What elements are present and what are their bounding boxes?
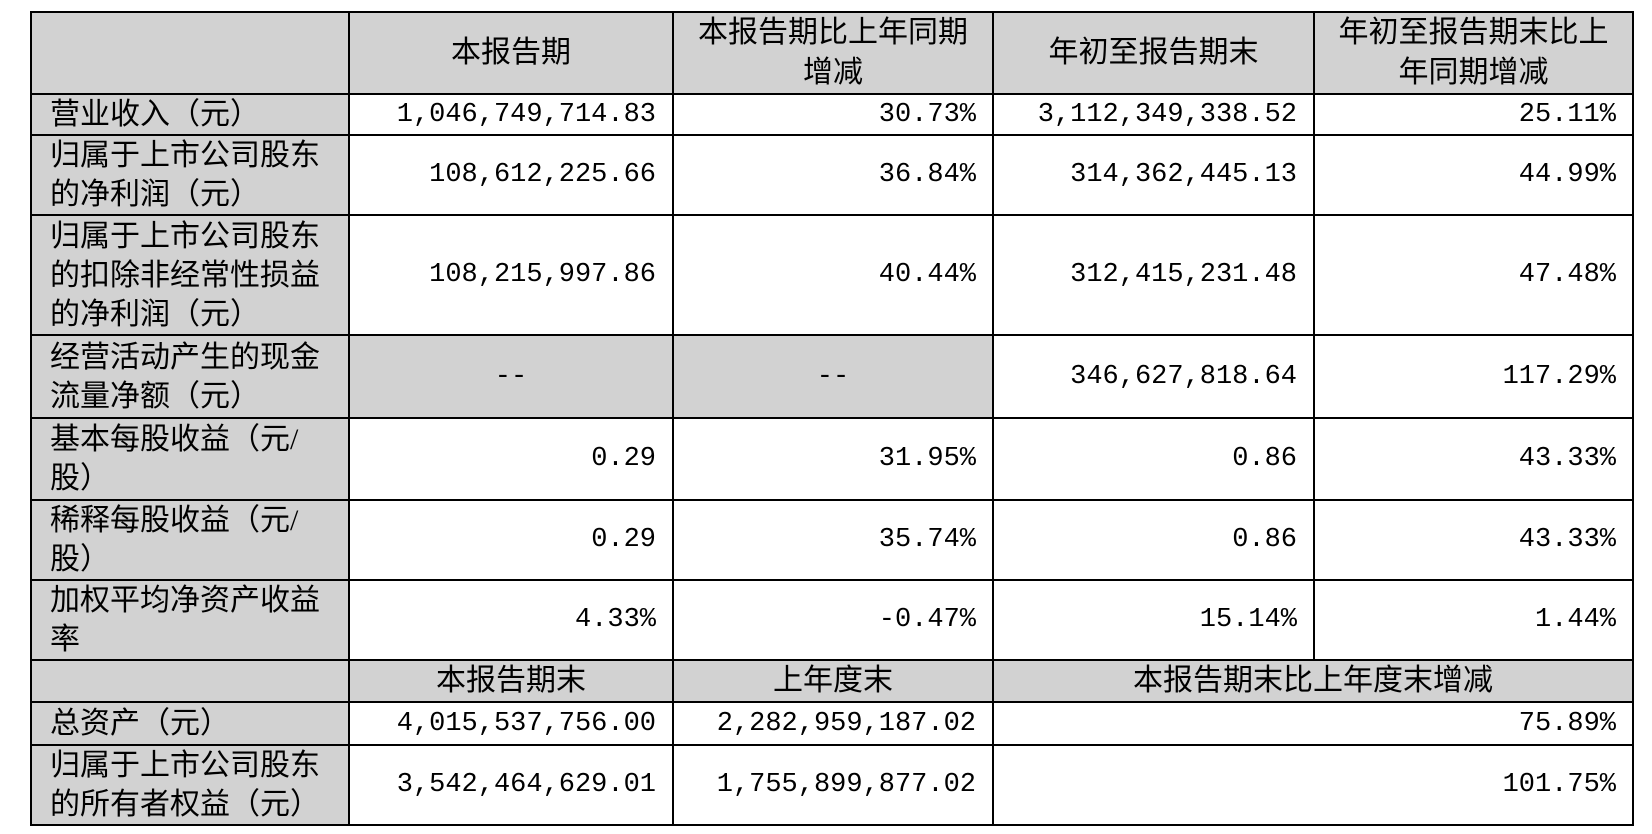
- value-current-period: 0.29: [348, 499, 674, 581]
- header-row: 本报告期 本报告期比上年同期 增减 年初至报告期末 年初至报告期末比上 年同期增…: [30, 11, 1634, 95]
- secondary-header-empty-cell: [30, 659, 350, 703]
- row-weighted-average-roe: 加权平均净资产收益 率 4.33% -0.47% 15.14% 1.44%: [30, 579, 1634, 661]
- header-ytd-yoy-change: 年初至报告期末比上 年同期增减: [1313, 11, 1634, 95]
- value-ytd: 346,627,818.64: [992, 334, 1315, 419]
- secondary-header-current-period-end: 本报告期末: [348, 659, 674, 703]
- row-operating-revenue: 营业收入（元） 1,046,749,714.83 30.73% 3,112,34…: [30, 93, 1634, 136]
- row-operating-cash-flow: 经营活动产生的现金 流量净额（元） -- -- 346,627,818.64 1…: [30, 334, 1634, 419]
- financial-summary-table: 本报告期 本报告期比上年同期 增减 年初至报告期末 年初至报告期末比上 年同期增…: [30, 11, 1634, 826]
- value-ytd-yoy-change: 43.33%: [1313, 417, 1634, 501]
- secondary-header-prior-year-end: 上年度末: [672, 659, 994, 703]
- value-ytd: 15.14%: [992, 579, 1315, 661]
- row-label: 稀释每股收益（元/ 股）: [30, 499, 350, 581]
- financial-summary-table-wrap: 本报告期 本报告期比上年同期 增减 年初至报告期末 年初至报告期末比上 年同期增…: [30, 11, 1634, 826]
- value-ytd: 0.86: [992, 499, 1315, 581]
- value-current-period: --: [348, 334, 674, 419]
- secondary-header-change: 本报告期末比上年度末增减: [992, 659, 1634, 703]
- value-current-period: 108,215,997.86: [348, 214, 674, 336]
- row-shareholders-equity: 归属于上市公司股东 的所有者权益（元） 3,542,464,629.01 1,7…: [30, 744, 1634, 826]
- value-current-period: 0.29: [348, 417, 674, 501]
- value-yoy-change: -0.47%: [672, 579, 994, 661]
- row-label: 基本每股收益（元/ 股）: [30, 417, 350, 501]
- value-ytd: 0.86: [992, 417, 1315, 501]
- row-diluted-eps: 稀释每股收益（元/ 股） 0.29 35.74% 0.86 43.33%: [30, 499, 1634, 581]
- value-ytd-yoy-change: 1.44%: [1313, 579, 1634, 661]
- header-yoy-change: 本报告期比上年同期 增减: [672, 11, 994, 95]
- value-current-period-end: 3,542,464,629.01: [348, 744, 674, 826]
- value-current-period: 4.33%: [348, 579, 674, 661]
- value-ytd-yoy-change: 47.48%: [1313, 214, 1634, 336]
- value-current-period-end: 4,015,537,756.00: [348, 701, 674, 746]
- value-ytd-yoy-change: 117.29%: [1313, 334, 1634, 419]
- value-ytd-yoy-change: 25.11%: [1313, 93, 1634, 136]
- value-ytd-yoy-change: 43.33%: [1313, 499, 1634, 581]
- row-label: 归属于上市公司股东 的净利润（元）: [30, 134, 350, 216]
- value-yoy-change: 30.73%: [672, 93, 994, 136]
- value-yoy-change: --: [672, 334, 994, 419]
- row-net-profit: 归属于上市公司股东 的净利润（元） 108,612,225.66 36.84% …: [30, 134, 1634, 216]
- value-ytd: 312,415,231.48: [992, 214, 1315, 336]
- value-prior-year-end: 1,755,899,877.02: [672, 744, 994, 826]
- value-yoy-change: 40.44%: [672, 214, 994, 336]
- value-ytd: 314,362,445.13: [992, 134, 1315, 216]
- value-current-period: 108,612,225.66: [348, 134, 674, 216]
- row-label: 营业收入（元）: [30, 93, 350, 136]
- row-label: 归属于上市公司股东 的扣除非经常性损益 的净利润（元）: [30, 214, 350, 336]
- value-ytd: 3,112,349,338.52: [992, 93, 1315, 136]
- secondary-header-row: 本报告期末 上年度末 本报告期末比上年度末增减: [30, 659, 1634, 703]
- row-basic-eps: 基本每股收益（元/ 股） 0.29 31.95% 0.86 43.33%: [30, 417, 1634, 501]
- row-net-profit-deducted: 归属于上市公司股东 的扣除非经常性损益 的净利润（元） 108,215,997.…: [30, 214, 1634, 336]
- value-yoy-change: 36.84%: [672, 134, 994, 216]
- header-empty-cell: [30, 11, 350, 95]
- row-label: 总资产（元）: [30, 701, 350, 746]
- header-ytd: 年初至报告期末: [992, 11, 1315, 95]
- value-change: 101.75%: [992, 744, 1634, 826]
- value-ytd-yoy-change: 44.99%: [1313, 134, 1634, 216]
- row-label: 经营活动产生的现金 流量净额（元）: [30, 334, 350, 419]
- value-yoy-change: 35.74%: [672, 499, 994, 581]
- value-prior-year-end: 2,282,959,187.02: [672, 701, 994, 746]
- value-current-period: 1,046,749,714.83: [348, 93, 674, 136]
- value-change: 75.89%: [992, 701, 1634, 746]
- row-label: 加权平均净资产收益 率: [30, 579, 350, 661]
- header-current-period: 本报告期: [348, 11, 674, 95]
- value-yoy-change: 31.95%: [672, 417, 994, 501]
- row-label: 归属于上市公司股东 的所有者权益（元）: [30, 744, 350, 826]
- row-total-assets: 总资产（元） 4,015,537,756.00 2,282,959,187.02…: [30, 701, 1634, 746]
